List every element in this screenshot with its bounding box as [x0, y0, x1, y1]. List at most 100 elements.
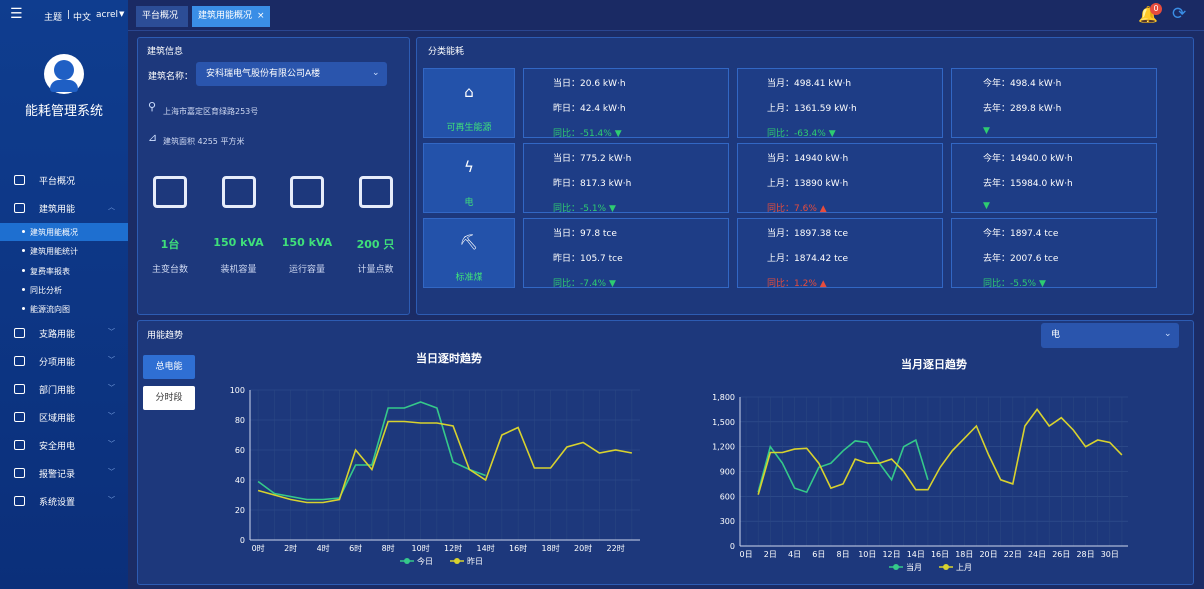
y-tick-label: 100 — [230, 386, 245, 395]
user-menu[interactable]: acrel — [96, 10, 119, 20]
x-tick-label: 0日 — [740, 550, 753, 559]
tab[interactable]: 平台概况 — [136, 6, 188, 27]
submenu-item[interactable]: 建筑用能概况 — [30, 228, 78, 237]
building-select[interactable]: 安科瑞电气股份有限公司A楼 — [196, 62, 387, 86]
stat-icon — [221, 176, 256, 208]
menu-arrow: ﹀ — [108, 383, 115, 392]
menu-item[interactable]: 分项用能 — [39, 357, 76, 368]
pin-icon: ⚲ — [148, 100, 157, 113]
badge: 0 — [1150, 3, 1162, 15]
panel-title: 用能趋势 — [147, 331, 184, 341]
category-box — [423, 218, 515, 288]
bullet — [22, 230, 25, 233]
stat-cell — [737, 218, 943, 288]
stat-line: 去年：289.8 kW·h — [983, 104, 1062, 114]
stat-label: 主变台数 — [151, 265, 188, 275]
legend-label: 当月 — [906, 562, 922, 572]
x-tick-label: 8日 — [837, 550, 850, 559]
menu-icon — [14, 383, 25, 394]
y-tick-label: 1,800 — [712, 393, 735, 402]
category-name: 标准煤 — [455, 273, 483, 283]
tab-button[interactable]: 总电能 — [143, 355, 195, 379]
menu-arrow: ﹀ — [108, 411, 115, 420]
submenu-item[interactable]: 同比分析 — [30, 285, 62, 295]
x-tick-label: 0时 — [252, 543, 265, 553]
stat-value: 200 只 — [356, 238, 395, 251]
legend-dot — [404, 558, 410, 564]
x-tick-label: 30日 — [1101, 550, 1119, 559]
lang-link[interactable]: 中文 — [73, 13, 92, 23]
series-line — [257, 401, 486, 501]
x-tick-label: 22日 — [1004, 550, 1022, 559]
energy-select[interactable]: 电 — [1041, 323, 1179, 348]
stat-line: 昨日：42.4 kW·h — [553, 104, 626, 114]
menu-icon — [14, 411, 25, 422]
tab-button[interactable]: 分时段 — [143, 386, 195, 410]
stat-line: 上月：13890 kW·h — [767, 179, 849, 189]
legend-dot — [943, 564, 949, 570]
stat-line: 当日：20.6 kW·h — [553, 79, 626, 89]
x-tick-label: 24日 — [1028, 550, 1046, 559]
stat-line: ▼ — [983, 201, 990, 211]
tab-close[interactable]: × — [257, 11, 265, 21]
y-tick-label: 1,200 — [712, 443, 735, 452]
theme-link[interactable]: 主题 — [44, 13, 63, 23]
stat-label: 计量点数 — [357, 265, 394, 275]
legend-dot — [893, 564, 899, 570]
menu-item[interactable]: 平台概况 — [39, 177, 76, 187]
chart-title: 当月逐日趋势 — [901, 357, 967, 371]
series-line — [757, 408, 1123, 495]
menu-item[interactable]: 部门用能 — [39, 385, 76, 396]
stat-line: 同比：-63.4% ▼ — [767, 129, 836, 139]
stat-line: 同比：-51.4% ▼ — [553, 129, 622, 139]
stat-line: 昨日：105.7 tce — [553, 254, 623, 264]
stat-line: 当日：97.8 tce — [553, 229, 617, 239]
menu-item[interactable]: 支路用能 — [39, 329, 76, 340]
chart-title: 当日逐时趋势 — [416, 351, 482, 365]
series-line — [757, 438, 929, 494]
tab[interactable]: 建筑用能概况 — [192, 6, 270, 27]
stat-cell — [737, 143, 943, 213]
x-tick-label: 26日 — [1052, 550, 1070, 559]
menu-icon — [14, 175, 25, 185]
stat-cell — [951, 68, 1157, 138]
submenu-item[interactable]: 能源流向图 — [30, 305, 70, 315]
stat-icon — [153, 176, 187, 208]
stat-line: 去年：15984.0 kW·h — [983, 179, 1073, 189]
divider: | — [67, 10, 71, 20]
avatar — [44, 54, 84, 94]
trend-panel — [137, 320, 1194, 585]
panel-title: 建筑信息 — [147, 47, 184, 57]
menu-item[interactable]: 安全用电 — [39, 441, 76, 452]
stat-label: 装机容量 — [220, 265, 257, 275]
address: 上海市嘉定区育绿路253号 — [163, 107, 259, 116]
stat-line: 当月：498.41 kW·h — [767, 79, 852, 89]
stat-cell — [523, 218, 729, 288]
stat-line: 同比：-7.4% ▼ — [553, 279, 616, 289]
bullet — [22, 268, 25, 272]
stat-cell — [951, 143, 1157, 213]
stat-line: 同比：-5.1% ▼ — [553, 204, 616, 214]
system-name: 能耗管理系统 — [24, 104, 103, 119]
menu-item[interactable]: 报警记录 — [39, 469, 76, 480]
menu-toggle[interactable]: ☰ — [10, 6, 23, 22]
submenu-item[interactable]: 建筑用能统计 — [30, 247, 78, 257]
y-tick-label: 0 — [240, 536, 245, 545]
menu-item[interactable]: 系统设置 — [39, 497, 76, 508]
menu-item[interactable]: 建筑用能 — [39, 205, 76, 215]
refresh-icon[interactable]: ⟳ — [1172, 4, 1187, 24]
series-line — [257, 420, 633, 504]
sidebar — [0, 0, 128, 589]
stat-value: 150 kVA — [213, 236, 264, 249]
menu-active — [0, 223, 128, 241]
menu-item[interactable]: 区域用能 — [39, 413, 76, 424]
stat-value: 150 kVA — [281, 236, 333, 249]
menu-arrow: ﹀ — [108, 467, 115, 476]
menu-icon — [14, 467, 25, 478]
area: 建筑面积 4255 平方米 — [163, 137, 245, 146]
x-tick-label: 18时 — [542, 543, 560, 553]
stat-line: 上月：1361.59 kW·h — [767, 104, 857, 114]
stat-line: 当日：775.2 kW·h — [553, 154, 632, 164]
category-name: 电 — [464, 198, 474, 208]
submenu-item[interactable]: 复费率报表 — [30, 266, 70, 276]
